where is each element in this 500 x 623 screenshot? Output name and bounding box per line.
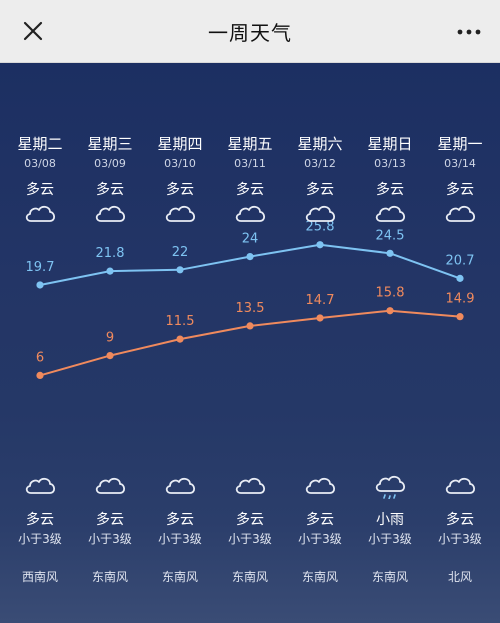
cloud-icon [445, 477, 476, 494]
condition-label: 多云 [446, 182, 474, 198]
day-label: 星期五 [227, 135, 273, 153]
cloud-icon [305, 477, 336, 494]
day-label: 星期日 [367, 135, 413, 153]
day-label: 星期二 [17, 135, 63, 153]
low-temp-value-label: 15.8 [376, 286, 405, 301]
high-temp-point [386, 249, 394, 257]
cloud-icon [165, 205, 196, 222]
low-temp-point [246, 322, 254, 330]
day-label: 星期三 [87, 135, 133, 153]
wind-direction-label: 东南风 [91, 570, 128, 584]
high-temp-value-label: 21.8 [96, 246, 125, 261]
temperature-chart: 19.7 21.8 22 24 25.8 24.5 20.7 6 9 11.5 13.5 14.7 15… [26, 220, 475, 379]
high-temp-value-label: 24 [242, 232, 259, 247]
date-label: 03/11 [234, 157, 266, 170]
wind-direction-label: 东南风 [161, 570, 198, 584]
date-label: 03/08 [24, 157, 56, 170]
cloud-icon [305, 205, 336, 222]
low-temp-point [176, 335, 184, 343]
cloud-icon [375, 205, 406, 222]
cloud-icon [445, 205, 476, 222]
date-label: 03/10 [164, 157, 196, 170]
night-condition-label: 多云 [236, 512, 264, 528]
wind-direction-label: 西南风 [21, 570, 58, 584]
high-temp-point [316, 241, 324, 249]
low-temp-value-label: 13.5 [236, 301, 265, 316]
high-temp-value-label: 19.7 [26, 260, 55, 275]
night-condition-label: 多云 [446, 512, 474, 528]
date-label: 03/09 [94, 157, 126, 170]
night-condition-label: 多云 [166, 512, 194, 528]
wind-direction-label: 东南风 [371, 570, 408, 584]
low-temp-value-label: 9 [106, 331, 114, 346]
condition-label: 多云 [236, 182, 264, 198]
wind-direction-label: 东南风 [231, 570, 268, 584]
cloud-icon [25, 477, 56, 494]
wind-level-label: 小于3级 [88, 532, 132, 546]
weather-panel: 19.7 21.8 22 24 25.8 24.5 20.7 6 9 11.5 13.5 14.7 15… [0, 63, 500, 623]
high-temp-point [36, 281, 44, 289]
high-temp-point [176, 266, 184, 274]
cloud-icon [25, 205, 56, 222]
low-temp-point [36, 371, 44, 379]
page-title: 一周天气 [208, 21, 292, 45]
condition-label: 多云 [166, 182, 194, 198]
wind-level-label: 小于3级 [368, 532, 412, 546]
night-condition-label: 多云 [26, 512, 54, 528]
wind-level-label: 小于3级 [18, 532, 62, 546]
low-temp-value-label: 14.9 [446, 292, 475, 307]
high-temp-value-label: 24.5 [376, 228, 405, 243]
low-temp-line [39, 309, 461, 377]
day-label: 星期六 [297, 135, 343, 153]
low-temp-value-label: 6 [36, 350, 44, 365]
cloud-icon [95, 477, 126, 494]
high-temp-value-label: 20.7 [446, 253, 475, 268]
wind-direction-label: 北风 [447, 570, 472, 584]
cloud-icon [165, 477, 196, 494]
night-condition-label: 小雨 [376, 512, 404, 528]
cloud-icon [235, 477, 266, 494]
day-label: 星期四 [157, 135, 203, 153]
low-temp-value-label: 14.7 [306, 293, 335, 308]
date-label: 03/13 [374, 157, 406, 170]
wind-level-label: 小于3级 [438, 532, 482, 546]
more-options-icon[interactable] [454, 20, 484, 40]
cloud-icon [235, 205, 266, 222]
high-temp-point [106, 267, 114, 275]
condition-label: 多云 [306, 182, 334, 198]
night-condition-label: 多云 [96, 512, 124, 528]
condition-label: 多云 [376, 182, 404, 198]
close-icon[interactable] [18, 16, 48, 46]
low-temp-point [456, 313, 464, 321]
condition-label: 多云 [96, 182, 124, 198]
wind-direction-label: 东南风 [301, 570, 338, 584]
wind-level-label: 小于3级 [228, 532, 272, 546]
rain-cloud-icon [375, 475, 406, 499]
cloud-icon [95, 205, 126, 222]
low-temp-point [386, 307, 394, 315]
low-temp-point [106, 352, 114, 360]
wind-level-label: 小于3级 [298, 532, 342, 546]
date-label: 03/14 [444, 157, 476, 170]
high-temp-point [246, 253, 254, 261]
night-condition-label: 多云 [306, 512, 334, 528]
date-label: 03/12 [304, 157, 336, 170]
top-bar: 一周天气 [0, 0, 500, 63]
low-temp-point [316, 314, 324, 322]
day-label: 星期一 [437, 135, 483, 153]
condition-label: 多云 [26, 182, 54, 198]
high-temp-point [456, 274, 464, 282]
wind-level-label: 小于3级 [158, 532, 202, 546]
high-temp-value-label: 22 [172, 245, 189, 260]
low-temp-value-label: 11.5 [166, 314, 195, 329]
high-temp-value-label: 25.8 [306, 220, 335, 235]
